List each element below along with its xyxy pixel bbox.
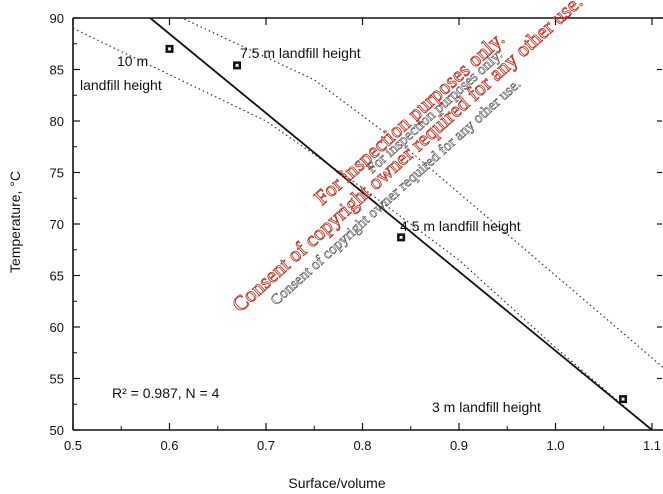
data-point-center-3 (621, 397, 625, 401)
x-tick-label: 0.5 (64, 438, 82, 453)
x-tick-label: 1.0 (546, 438, 564, 453)
x-tick-label: 0.8 (353, 438, 371, 453)
plot-layer: 0.5 0.6 0.7 0.8 0.9 1.0 1.1 50 55 60 65 70 75 80 85 90 (50, 11, 663, 453)
r-squared-annotation: R² = 0.987, N = 4 (112, 385, 220, 401)
confidence-band-upper (73, 27, 653, 430)
x-tick-label: 0.9 (450, 438, 468, 453)
x-axis-label: Surface/volume (288, 475, 385, 491)
regression-line (149, 18, 653, 430)
y-tick-label: 60 (50, 320, 64, 335)
point-label-10m-line-1: 10 m (117, 53, 148, 69)
point-label-3m: 3 m landfill height (432, 399, 541, 415)
y-tick-label: 80 (50, 114, 64, 129)
data-point-center-1 (235, 63, 239, 67)
point-label-10m-line-2: landfill height (80, 77, 162, 93)
point-label-4-5m: 4.5 m landfill height (400, 218, 521, 234)
data-point-center-2 (399, 235, 403, 239)
y-tick-label: 90 (50, 11, 64, 26)
y-tick-label: 85 (50, 63, 64, 78)
y-tick-label: 70 (50, 217, 64, 232)
x-tick-label: 0.7 (257, 438, 275, 453)
point-label-10m: 10 m landfill height (80, 53, 162, 93)
data-point-center-0 (168, 47, 171, 51)
y-tick-label: 50 (50, 423, 64, 438)
y-tick-label: 55 (50, 372, 64, 387)
watermark-line-4: Consent of copyright owner required for … (268, 76, 524, 309)
y-tick-label: 65 (50, 269, 64, 284)
x-tick-label: 1.1 (643, 438, 661, 453)
x-tick-label: 0.6 (160, 438, 178, 453)
point-label-7-5m: 7.5 m landfill height (240, 45, 361, 61)
y-axis-label: Temperature, °C (7, 171, 23, 273)
y-tick-label: 75 (50, 166, 64, 181)
